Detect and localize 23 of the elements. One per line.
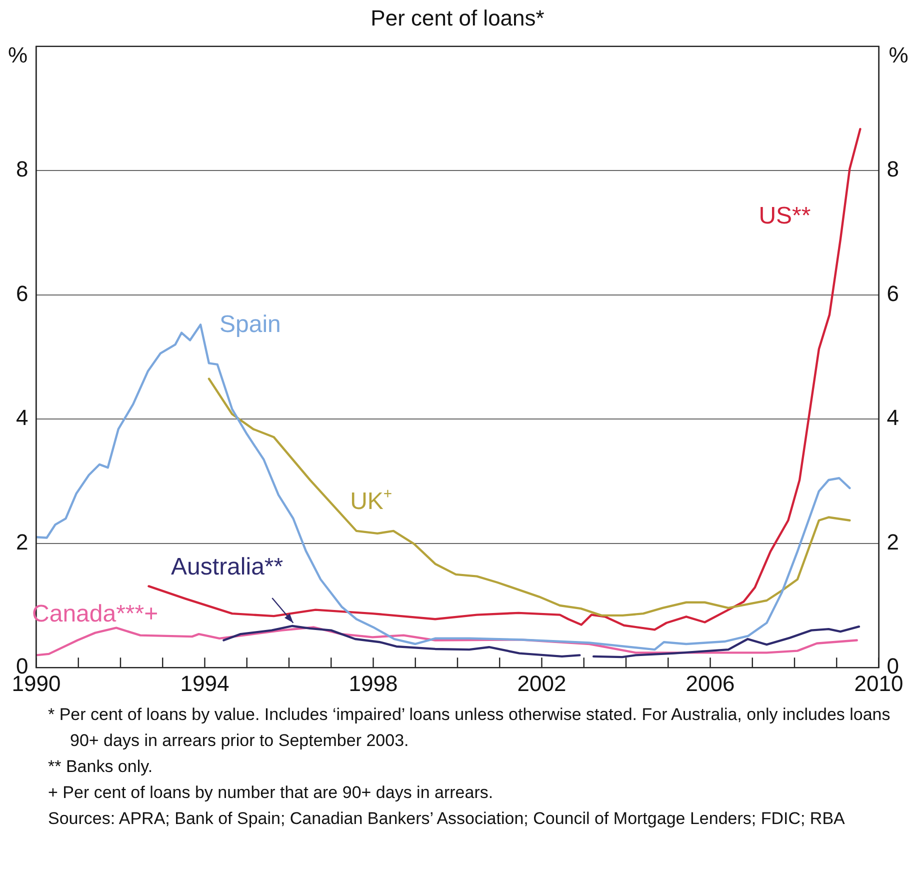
y2-tick-label: 8 bbox=[886, 156, 900, 182]
series-label: US** bbox=[758, 202, 811, 230]
series-label: UK+ bbox=[350, 486, 392, 516]
series-label: Spain bbox=[219, 311, 281, 338]
chart-subtitle: Per cent of loans* bbox=[370, 5, 545, 30]
text: ** Banks only. bbox=[48, 756, 154, 778]
y2-tick-label: 6 bbox=[886, 280, 900, 306]
x-tick-label: 1998 bbox=[348, 670, 398, 696]
y-tick-label: 8 bbox=[16, 156, 28, 182]
x-tick-label: 2006 bbox=[686, 670, 735, 696]
y2-tick-label: 2 bbox=[886, 529, 900, 554]
series-label: Australia** bbox=[171, 553, 284, 580]
x-tick-label: 1994 bbox=[180, 670, 230, 696]
y2-axis-title: % bbox=[888, 42, 908, 68]
x-tick-label: 2002 bbox=[517, 670, 566, 696]
source-note: Sources: APRA; Bank of Spain; Canadian Bankers’ Association; Council of Mortgage Lenders; FDIC; RBA bbox=[48, 808, 846, 830]
y-tick-label: 2 bbox=[16, 529, 28, 554]
text: * Per cent of loans by value. Includes ‘impaired’ loans unless otherwise stated. For Australia, only includes loans 90+ days in arrears prior to September 2003. bbox=[48, 704, 892, 752]
y-tick-label: 4 bbox=[16, 405, 28, 430]
y-axis-title: % bbox=[8, 42, 28, 68]
text: + Per cent of loans by number that are 90+ days in arrears. bbox=[48, 782, 494, 804]
y-tick-label: 6 bbox=[16, 280, 28, 306]
y2-tick-label: 4 bbox=[886, 405, 900, 430]
